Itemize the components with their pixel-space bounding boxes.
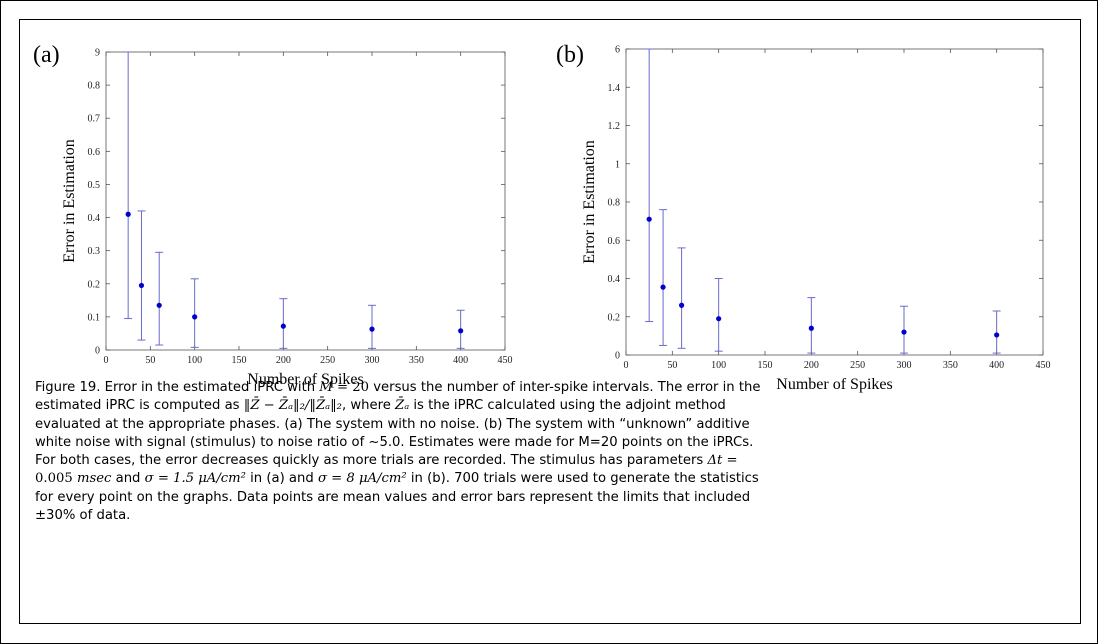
x-tick-label: 400 <box>989 360 1004 371</box>
caption-text: in (b). 700 trials were used to generate… <box>406 471 759 487</box>
x-tick-label: 400 <box>453 355 468 366</box>
data-point <box>679 302 685 308</box>
y-tick-label: 9 <box>95 48 100 59</box>
y-tick-label: 0.5 <box>88 180 101 191</box>
caption-math: = <box>722 453 738 469</box>
x-tick-label: 50 <box>145 355 155 366</box>
caption-math: 0.005 <box>35 471 77 487</box>
chart-panel-b: (b) 0 50 100 150 200 250 300 350 400 450 0 0.2 0.4 0.6… <box>556 42 1051 393</box>
caption-text: in (a) and <box>245 471 318 487</box>
data-point <box>138 282 145 289</box>
x-axis-label: Number of Spikes <box>247 371 363 388</box>
data-point <box>901 329 907 335</box>
x-tick-label: 300 <box>897 360 912 371</box>
x-tick-label: 350 <box>943 360 958 371</box>
x-tick-label: 250 <box>850 360 865 371</box>
caption-text: and <box>111 471 145 487</box>
caption-math: σ = 1.5 μA/cm² <box>144 471 246 487</box>
y-tick-label: 0.4 <box>88 213 101 224</box>
caption-line-2: estimated iPRC is computed as ‖Z̄ − Z̄ₐ‖… <box>35 397 1065 415</box>
caption-math: σ = 8 μA/cm² <box>317 471 407 487</box>
data-point <box>458 328 464 334</box>
caption-math: = 20 <box>332 380 370 395</box>
x-tick-label: 150 <box>232 355 247 366</box>
data-point <box>646 216 652 222</box>
y-tick-label: 0 <box>95 346 100 357</box>
y-tick-label: 1.2 <box>608 121 621 132</box>
x-tick-label: 350 <box>409 355 424 366</box>
x-tick-label: 0 <box>104 355 109 366</box>
caption-text: estimated iPRC is computed as <box>35 398 244 414</box>
caption-text: versus the number of inter-spike interva… <box>369 380 761 395</box>
plot-area-frame <box>625 48 1044 356</box>
y-axis-label: Error in Estimation <box>61 139 78 263</box>
data-point <box>192 314 198 320</box>
x-tick-label: 100 <box>711 360 726 371</box>
caption-math: msec <box>76 471 112 487</box>
figure-box: (a) 0 50 100 150 200 250 300 350 400 450 0 0.1 0.2 0.3… <box>19 19 1081 624</box>
x-tick-label: 300 <box>365 355 380 366</box>
caption-line-7: for every point on the graphs. Data poin… <box>35 489 751 505</box>
caption-text: Figure 19. Error in the estimated iPRC w… <box>35 380 320 395</box>
caption-line-4: white noise with signal (stimulus) to no… <box>35 434 754 450</box>
y-tick-label: 0.7 <box>88 114 101 125</box>
y-tick-label: 0.3 <box>88 246 101 257</box>
y-tick-label: 0.8 <box>88 81 101 92</box>
data-point <box>808 325 814 331</box>
x-tick-label: 450 <box>498 355 513 366</box>
x-tick-label: 50 <box>667 360 677 371</box>
panel-label: (a) <box>33 42 60 68</box>
y-tick-label: 0.4 <box>608 274 621 285</box>
y-tick-label: 6 <box>615 45 620 56</box>
data-point <box>716 316 722 322</box>
x-tick-label: 450 <box>1036 360 1051 371</box>
x-tick-label: 200 <box>276 355 291 366</box>
caption-text: For both cases, the error decreases quic… <box>35 453 708 469</box>
caption-math: M <box>319 380 333 395</box>
x-axis-label: Number of Spikes <box>776 376 892 393</box>
x-tick-label: 0 <box>624 360 629 371</box>
plot-area-frame <box>105 51 506 351</box>
y-tick-label: 1.4 <box>608 83 621 94</box>
data-point <box>994 332 1000 338</box>
y-tick-label: 0.8 <box>608 198 621 209</box>
caption-math: ‖Z̄ − Z̄ₐ‖₂/‖Z̄ₐ‖₂ <box>243 398 342 414</box>
chart-panel-a: (a) 0 50 100 150 200 250 300 350 400 450 0 0.1 0.2 0.3… <box>33 42 513 388</box>
data-point <box>156 302 162 308</box>
caption-math: Z̄ₐ <box>395 398 410 414</box>
panel-label: (b) <box>556 42 584 68</box>
y-tick-label: 0.6 <box>608 236 621 247</box>
y-tick-label: 1 <box>615 159 620 170</box>
caption-text: , where <box>341 398 396 414</box>
caption-line-3: evaluated at the appropriate phases. (a)… <box>35 416 750 432</box>
caption-math: Δt <box>707 453 723 469</box>
y-tick-label: 0.6 <box>88 147 101 158</box>
data-point <box>660 284 666 290</box>
data-point <box>369 326 375 332</box>
caption-text: is the iPRC calculated using the adjoint… <box>409 398 726 414</box>
x-tick-label: 200 <box>804 360 819 371</box>
caption-line-5: For both cases, the error decreases quic… <box>35 452 1065 470</box>
y-tick-label: 0.1 <box>88 312 101 323</box>
data-point <box>280 323 286 329</box>
caption-line-8: ±30% of data. <box>35 508 131 524</box>
data-point <box>125 211 131 217</box>
y-tick-label: 0.2 <box>608 312 621 323</box>
y-tick-label: 0 <box>615 351 620 362</box>
y-tick-label: 0.2 <box>88 279 101 290</box>
x-tick-label: 250 <box>320 355 335 366</box>
caption-line-6: 0.005 msec and σ = 1.5 μA/cm² in (a) and… <box>35 470 1065 488</box>
figure-caption: Figure 19. Error in the estimated iPRC w… <box>20 379 1080 525</box>
y-axis-label: Error in Estimation <box>581 140 598 264</box>
x-tick-label: 100 <box>187 355 202 366</box>
x-tick-label: 150 <box>758 360 773 371</box>
caption-line-1: Figure 19. Error in the estimated iPRC w… <box>35 379 1065 397</box>
